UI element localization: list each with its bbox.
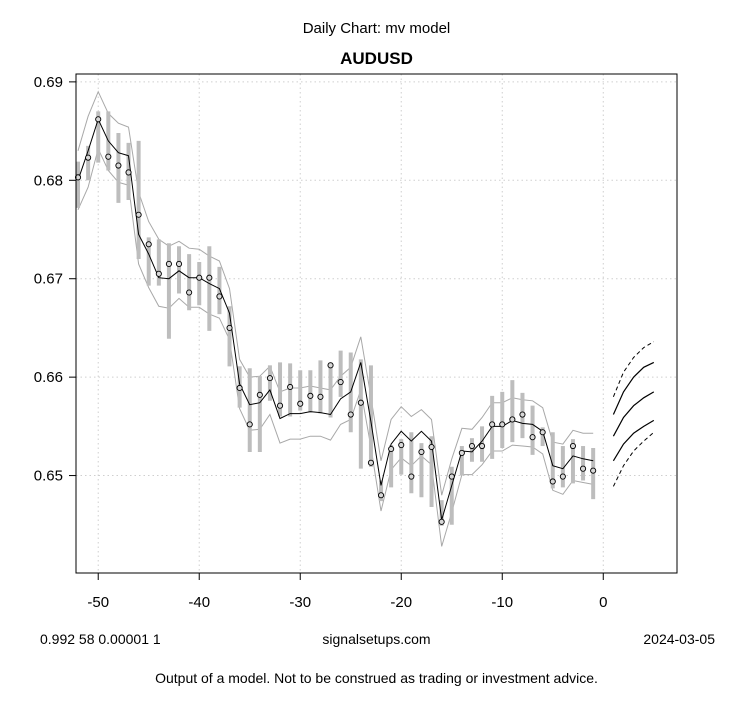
close-point — [74, 174, 82, 181]
close-point — [408, 473, 415, 480]
close-point — [529, 434, 536, 441]
close-point — [155, 270, 162, 277]
x-tick-label: -40 — [188, 594, 210, 611]
close-point — [276, 402, 284, 409]
close-point — [388, 445, 395, 453]
close-point — [165, 260, 172, 268]
close-point — [186, 289, 193, 296]
chart-subtitle: Daily Chart: mv model — [302, 20, 451, 37]
x-tick-label: -30 — [289, 594, 311, 611]
forecast-upper-line — [612, 361, 655, 415]
close-point — [216, 293, 223, 300]
model-parameters: 0.992 58 0.00001 1 — [40, 631, 161, 647]
close-point — [367, 459, 374, 466]
confidence-band — [77, 90, 594, 547]
close-point — [266, 375, 273, 382]
plot-frame — [75, 73, 678, 574]
close-points — [74, 116, 597, 525]
x-tick-label: -20 — [390, 594, 412, 611]
y-tick-label: 0.67 — [34, 271, 63, 288]
y-tick-label: 0.65 — [34, 468, 63, 485]
close-point — [115, 162, 122, 169]
close-point — [559, 473, 566, 480]
price-range-bars — [76, 111, 596, 526]
chart-date: 2024-03-05 — [643, 631, 715, 647]
axes: -50 -40 -30 -20 -10 0 0.65 0.66 0.67 0.68 0.69 — [34, 74, 608, 611]
close-point — [287, 383, 294, 391]
close-point — [105, 153, 112, 160]
close-point — [448, 473, 455, 480]
close-point — [347, 411, 354, 418]
x-tick-label: -50 — [87, 594, 109, 611]
y-tick-label: 0.66 — [34, 369, 63, 386]
forecast-mid-line — [612, 391, 655, 437]
close-point — [327, 362, 334, 369]
close-point — [580, 465, 587, 472]
close-point — [428, 443, 435, 451]
close-point — [307, 392, 314, 399]
close-point — [499, 421, 506, 428]
close-point — [509, 416, 516, 423]
source-site: signalsetups.com — [322, 631, 431, 647]
y-tick-label: 0.69 — [34, 74, 63, 91]
forecast-lower-line — [612, 419, 655, 462]
band-lower-line — [77, 147, 594, 547]
close-point — [256, 391, 263, 398]
close-point — [337, 379, 344, 386]
y-tick-label: 0.68 — [34, 172, 63, 189]
disclaimer: Output of a model. Not to be construed a… — [155, 670, 598, 686]
band-upper-line — [77, 90, 594, 496]
close-point — [539, 429, 546, 436]
close-point — [85, 154, 92, 161]
forecast-lower-outer-line — [612, 431, 655, 487]
close-point — [458, 449, 465, 456]
close-point — [489, 421, 496, 428]
close-point — [236, 384, 243, 392]
close-point — [418, 448, 425, 455]
model-fit-line — [77, 117, 594, 521]
forecast-lines — [612, 341, 655, 487]
close-point — [206, 274, 213, 281]
close-point — [398, 442, 405, 449]
x-tick-label: 0 — [599, 594, 607, 611]
close-point — [95, 116, 102, 123]
close-point — [175, 260, 183, 268]
close-point — [246, 421, 253, 428]
close-point — [569, 442, 577, 450]
close-point — [549, 478, 556, 485]
close-point — [196, 274, 203, 281]
close-point — [590, 467, 597, 474]
close-point — [438, 518, 445, 525]
close-point — [125, 169, 132, 176]
close-point — [519, 411, 526, 418]
close-point — [468, 442, 476, 450]
close-point — [226, 324, 233, 331]
forecast-upper-outer-line — [612, 341, 655, 397]
chart-title: AUDUSD — [340, 49, 413, 68]
close-point — [135, 211, 142, 218]
grid — [76, 74, 677, 573]
close-point — [479, 442, 486, 450]
close-point — [317, 393, 324, 400]
x-tick-label: -10 — [491, 594, 513, 611]
close-point — [145, 241, 152, 248]
close-point — [297, 400, 304, 407]
close-point — [377, 492, 385, 499]
close-point — [357, 399, 364, 406]
fit-line — [77, 117, 594, 521]
